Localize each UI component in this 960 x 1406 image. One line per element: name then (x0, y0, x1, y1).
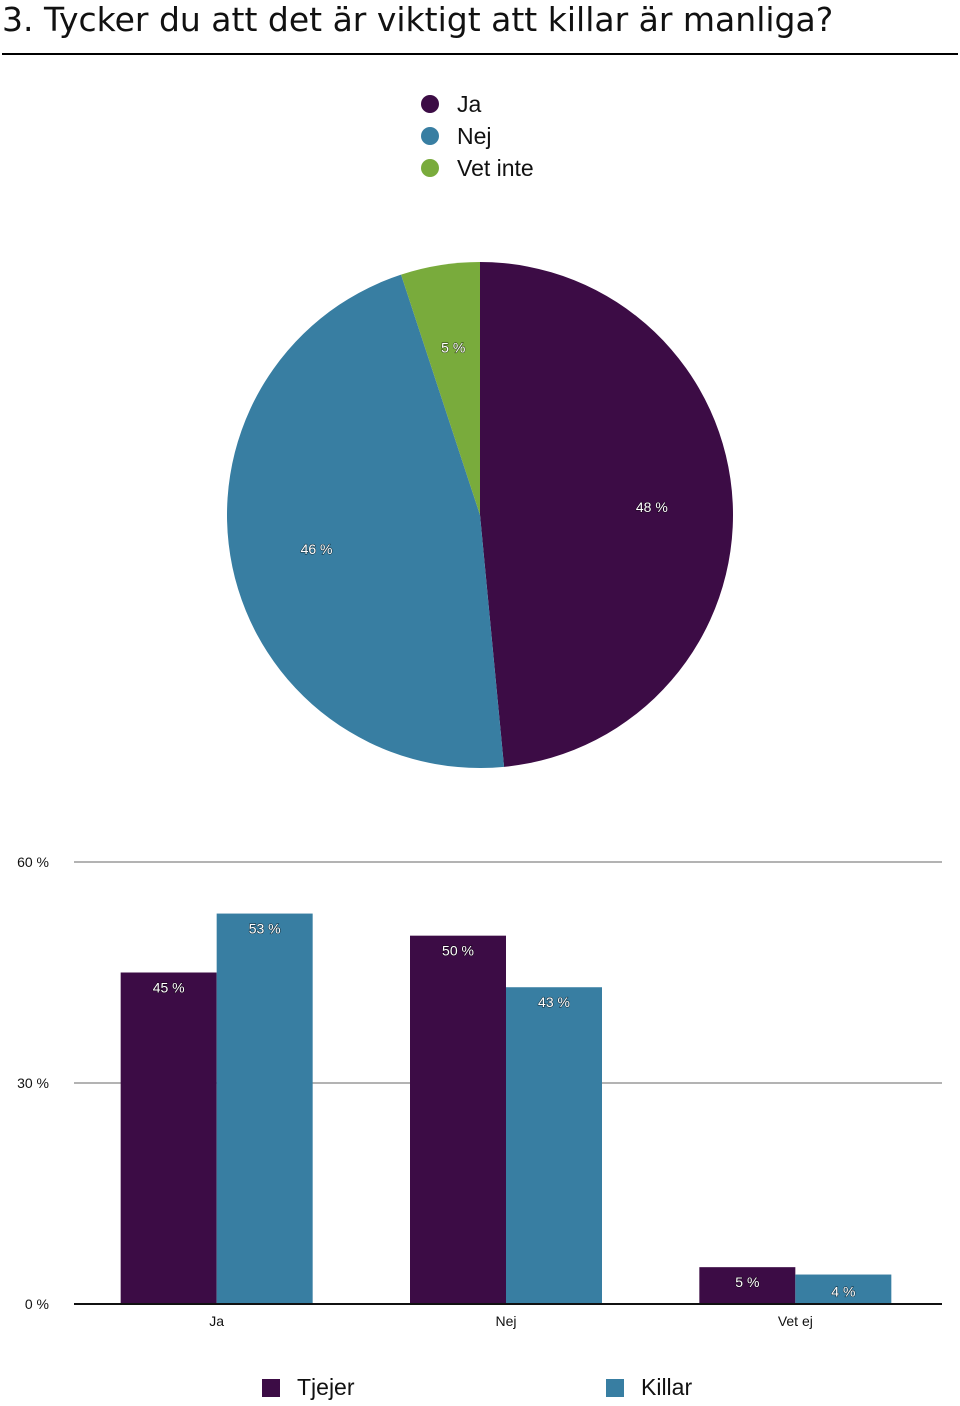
pie-legend-item-nej: Nej (421, 120, 534, 152)
pie-label-nej: 46 % (301, 541, 333, 557)
bar-legend-item-tjejer: Tjejer (262, 1374, 355, 1401)
bar-tjejer-ja (120, 972, 217, 1304)
legend-label-killar: Killar (641, 1374, 693, 1400)
legend-label-vet-inte: Vet inte (457, 154, 534, 181)
pie-legend-item-ja: Ja (421, 88, 534, 120)
page-title: 3. Tycker du att det är viktigt att kill… (2, 0, 834, 39)
legend-swatch-tjejer (262, 1378, 280, 1397)
bar-value-label: 50 % (442, 943, 474, 959)
legend-dot-nej (421, 127, 439, 145)
pie-slice-vet-inte (401, 262, 480, 515)
bar-value-label: 4 % (831, 1284, 855, 1300)
bar-killar-ja (216, 913, 313, 1304)
legend-label-ja: Ja (457, 90, 482, 117)
bar-value-label: 53 % (249, 921, 281, 937)
bar-killar-vet-ej (795, 1274, 892, 1304)
pie-slice-ja (480, 262, 733, 767)
bar-killar-nej (506, 987, 602, 1304)
legend-label-nej: Nej (457, 122, 492, 149)
title-divider (2, 53, 958, 55)
x-category-label: Ja (209, 1313, 224, 1329)
pie-chart: 48 % 46 % 5 % (227, 262, 733, 768)
legend-swatch-killar (606, 1378, 624, 1397)
bar-tjejer-nej (410, 935, 506, 1304)
bar-value-label: 45 % (153, 980, 185, 996)
legend-label-tjejer: Tjejer (297, 1374, 355, 1400)
x-category-label: Vet ej (778, 1313, 813, 1329)
bar-value-label: 43 % (538, 994, 570, 1010)
pie-label-ja: 48 % (636, 499, 668, 515)
legend-dot-ja (421, 95, 439, 113)
y-tick-label: 60 % (17, 854, 49, 870)
pie-slice-nej (227, 274, 505, 768)
bar-legend-item-killar: Killar (606, 1374, 692, 1401)
y-tick-label: 30 % (17, 1075, 49, 1091)
bar-tjejer-vet-ej (699, 1267, 796, 1304)
pie-legend-item-vet-inte: Vet inte (421, 152, 534, 184)
pie-legend: Ja Nej Vet inte (421, 88, 534, 184)
pie-label-vet-inte: 5 % (441, 340, 465, 356)
x-category-label: Nej (495, 1313, 516, 1329)
bar-value-label: 5 % (735, 1274, 759, 1290)
legend-dot-vet-inte (421, 159, 439, 177)
y-tick-label: 0 % (25, 1296, 49, 1312)
